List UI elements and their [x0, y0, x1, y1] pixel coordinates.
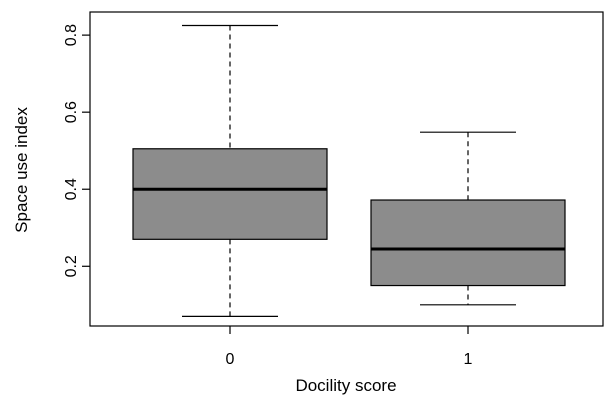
x-tick-label: 0	[226, 351, 235, 368]
boxes-layer	[132, 24, 566, 317]
iqr-box	[370, 199, 566, 287]
box-group-0	[132, 24, 328, 317]
x-axis-title: Docility score	[295, 376, 396, 395]
box-group-1	[370, 131, 566, 306]
y-axis: 0.2 0.4 0.6 0.8	[63, 24, 90, 277]
y-tick-label: 0.4	[63, 178, 80, 200]
y-tick-label: 0.6	[63, 101, 80, 123]
plot-frame	[89, 11, 604, 327]
y-tick-label: 0.8	[63, 24, 80, 46]
x-tick-label: 1	[464, 351, 473, 368]
iqr-box	[132, 148, 328, 240]
y-axis-title: Space use index	[12, 107, 31, 233]
y-tick-label: 0.2	[63, 255, 80, 277]
